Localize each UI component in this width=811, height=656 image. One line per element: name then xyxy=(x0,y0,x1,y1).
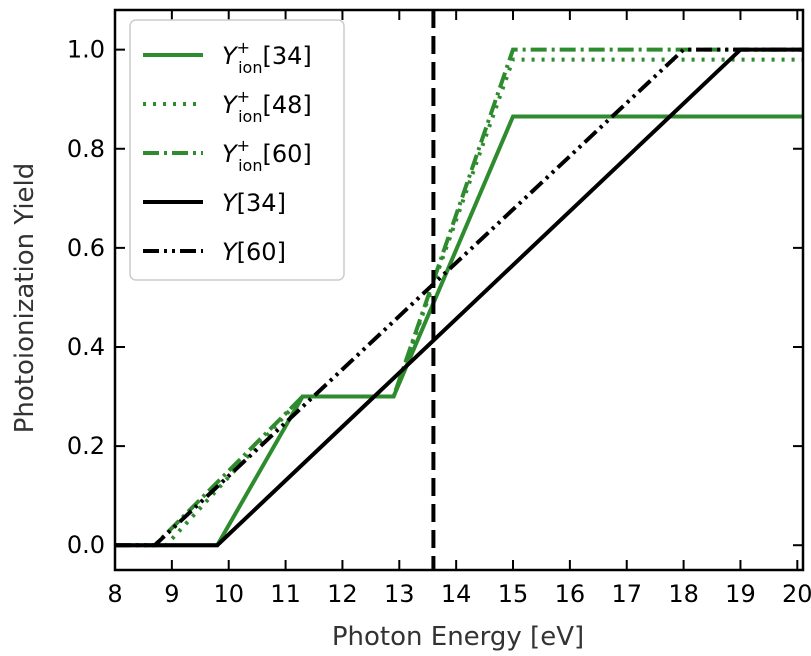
x-tick-label: 12 xyxy=(327,580,358,608)
x-axis-label: Photon Energy [eV] xyxy=(332,622,584,652)
series-line-4 xyxy=(115,47,803,548)
x-tick-label: 15 xyxy=(498,580,529,608)
y-tick-label: 0.8 xyxy=(67,135,105,163)
x-tick-label: 9 xyxy=(164,580,179,608)
axes-frame xyxy=(113,8,805,572)
y-tick-label: 0.6 xyxy=(67,234,105,262)
x-tick-label: 17 xyxy=(611,580,642,608)
y-tick-label: 0.0 xyxy=(67,531,105,559)
x-tick-label: 10 xyxy=(213,580,244,608)
legend-label-1: Y+ ion[48] xyxy=(222,87,312,126)
y-tick-label: 1.0 xyxy=(67,36,105,64)
legend-label-3: Y[34] xyxy=(222,189,286,217)
x-tick-label: 18 xyxy=(668,580,699,608)
ticks: 8 9 10 11 12 13 14 15 16 17 18 19 20 0.0 0.2 0.4 0.6 0.8 1… xyxy=(67,10,811,608)
x-tick-label: 8 xyxy=(107,580,122,608)
x-tick-label: 13 xyxy=(384,580,415,608)
x-tick-label: 11 xyxy=(270,580,301,608)
x-tick-label: 14 xyxy=(441,580,472,608)
y-axis-label: Photoionization Yield xyxy=(10,163,40,434)
legend: Y+ ion[34] Y+ ion[48] Y+ ion[60] Y[34] Y[60] xyxy=(129,19,345,281)
plot-border xyxy=(113,8,805,572)
plot-lines xyxy=(115,10,803,570)
y-tick-label: 0.2 xyxy=(67,432,105,460)
legend-box xyxy=(129,19,345,281)
legend-label-2: Y+ ion[60] xyxy=(222,136,312,175)
x-tick-label: 20 xyxy=(782,580,811,608)
legend-label-0: Y+ ion[34] xyxy=(222,38,312,77)
x-tick-label: 19 xyxy=(725,580,756,608)
legend-label-4: Y[60] xyxy=(222,238,286,266)
y-tick-label: 0.4 xyxy=(67,333,105,361)
x-tick-label: 16 xyxy=(555,580,586,608)
